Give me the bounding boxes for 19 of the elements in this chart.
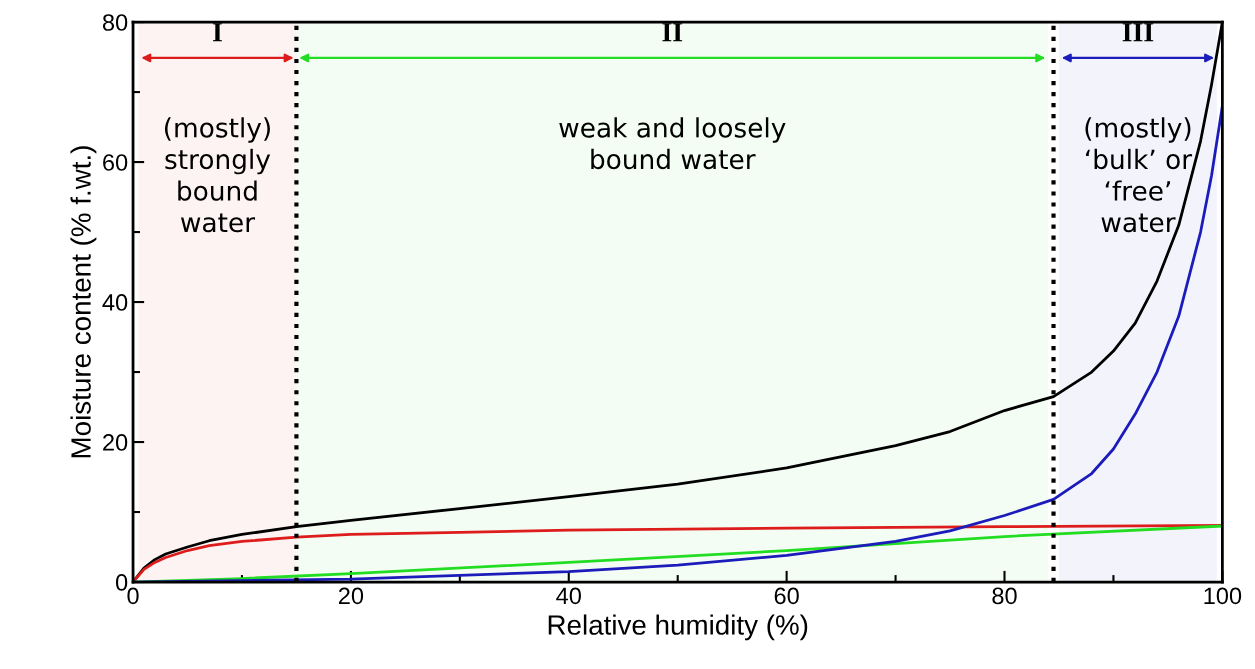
x-tick-label: 0: [127, 587, 139, 605]
x-tick-label: 80: [992, 587, 1017, 605]
x-tick-label: 100: [1204, 587, 1242, 605]
y-tick-label: 40: [102, 294, 128, 311]
band-label: I: [212, 23, 222, 42]
annotation: (mostly) strongly bound water: [164, 117, 271, 233]
band-label: II: [662, 23, 683, 42]
x-tick-label: 40: [556, 587, 581, 605]
y-tick-label: 20: [103, 434, 128, 451]
band-label: III: [1122, 23, 1154, 42]
x-axis-title: Relative humidity (%): [548, 614, 808, 641]
y-tick-label: 60: [103, 154, 128, 171]
annotation: (mostly) ‘bulk’ or ‘free’ water: [1085, 117, 1193, 233]
x-tick-label: 60: [774, 587, 799, 605]
y-tick-label: 0: [115, 574, 128, 591]
y-tick-label: 80: [102, 14, 128, 31]
annotation: weak and loosely bound water: [559, 117, 786, 170]
x-tick-label: 20: [338, 587, 364, 605]
y-axis-title: Moisture content (% f.wt.): [70, 146, 97, 458]
